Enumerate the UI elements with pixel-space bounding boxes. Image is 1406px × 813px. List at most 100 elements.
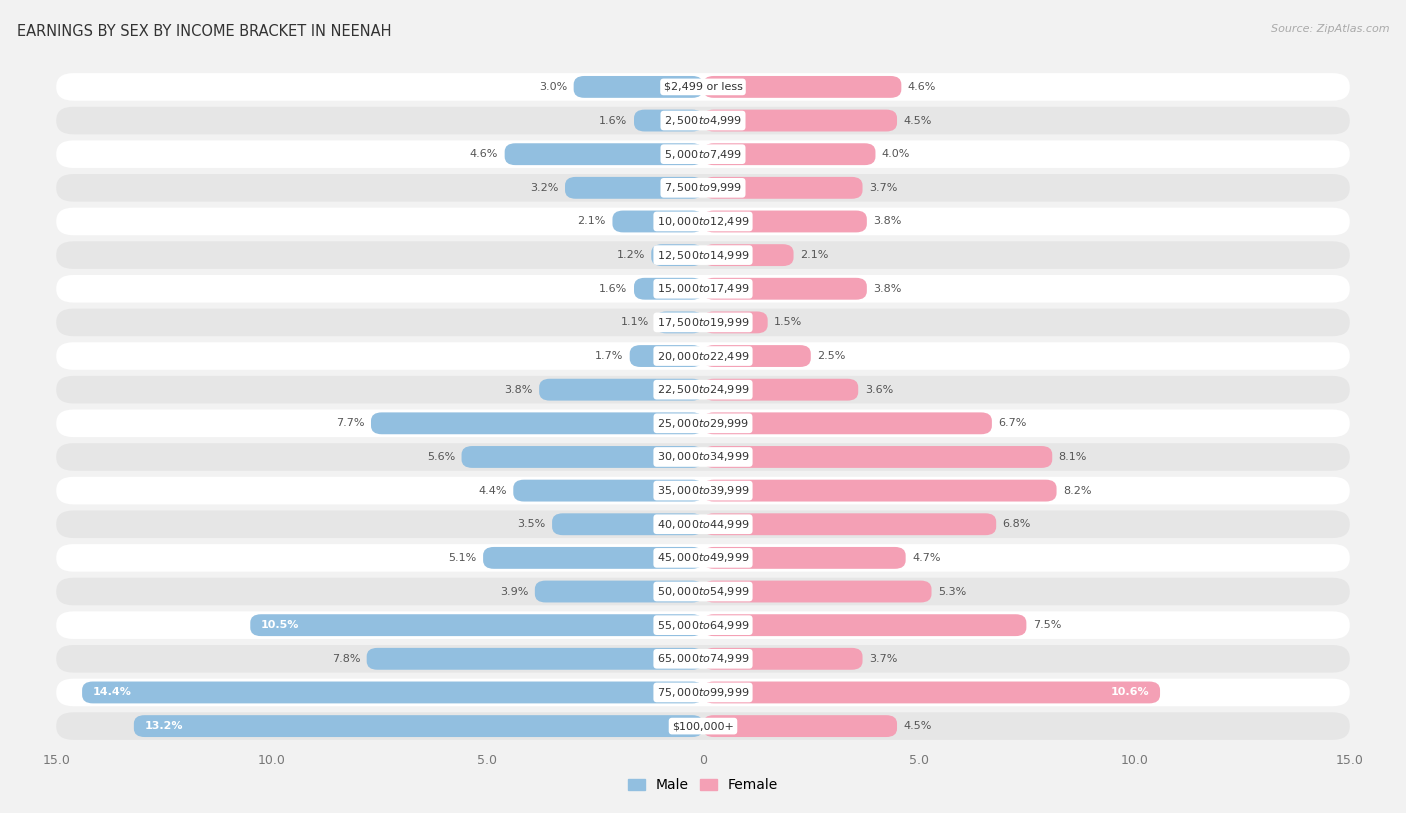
FancyBboxPatch shape	[56, 174, 1350, 202]
Text: Source: ZipAtlas.com: Source: ZipAtlas.com	[1271, 24, 1389, 34]
FancyBboxPatch shape	[56, 544, 1350, 572]
Text: $55,000 to $64,999: $55,000 to $64,999	[657, 619, 749, 632]
Text: 1.1%: 1.1%	[621, 317, 650, 328]
Text: 2.5%: 2.5%	[817, 351, 845, 361]
Text: 7.8%: 7.8%	[332, 654, 360, 663]
FancyBboxPatch shape	[703, 547, 905, 569]
FancyBboxPatch shape	[703, 412, 991, 434]
FancyBboxPatch shape	[553, 513, 703, 535]
FancyBboxPatch shape	[513, 480, 703, 502]
Text: 1.5%: 1.5%	[775, 317, 803, 328]
FancyBboxPatch shape	[703, 311, 768, 333]
FancyBboxPatch shape	[56, 679, 1350, 706]
Text: $65,000 to $74,999: $65,000 to $74,999	[657, 652, 749, 665]
Legend: Male, Female: Male, Female	[628, 778, 778, 792]
Text: 1.7%: 1.7%	[595, 351, 623, 361]
FancyBboxPatch shape	[703, 615, 1026, 636]
Text: 5.1%: 5.1%	[449, 553, 477, 563]
FancyBboxPatch shape	[703, 278, 868, 300]
Text: 10.5%: 10.5%	[262, 620, 299, 630]
FancyBboxPatch shape	[56, 107, 1350, 134]
FancyBboxPatch shape	[56, 712, 1350, 740]
Text: 3.7%: 3.7%	[869, 654, 897, 663]
FancyBboxPatch shape	[461, 446, 703, 468]
Text: 3.0%: 3.0%	[538, 82, 567, 92]
Text: 4.6%: 4.6%	[470, 150, 498, 159]
FancyBboxPatch shape	[703, 76, 901, 98]
FancyBboxPatch shape	[703, 379, 858, 401]
FancyBboxPatch shape	[56, 342, 1350, 370]
Text: 6.8%: 6.8%	[1002, 520, 1031, 529]
Text: 1.2%: 1.2%	[616, 250, 645, 260]
FancyBboxPatch shape	[703, 580, 932, 602]
Text: 8.2%: 8.2%	[1063, 485, 1091, 496]
FancyBboxPatch shape	[56, 410, 1350, 437]
Text: 13.2%: 13.2%	[145, 721, 183, 731]
Text: 3.5%: 3.5%	[517, 520, 546, 529]
Text: $17,500 to $19,999: $17,500 to $19,999	[657, 316, 749, 329]
Text: 3.6%: 3.6%	[865, 385, 893, 394]
Text: 3.8%: 3.8%	[873, 284, 901, 293]
FancyBboxPatch shape	[703, 648, 862, 670]
FancyBboxPatch shape	[703, 143, 876, 165]
Text: $7,500 to $9,999: $7,500 to $9,999	[664, 181, 742, 194]
FancyBboxPatch shape	[56, 241, 1350, 269]
Text: $40,000 to $44,999: $40,000 to $44,999	[657, 518, 749, 531]
Text: $50,000 to $54,999: $50,000 to $54,999	[657, 585, 749, 598]
FancyBboxPatch shape	[56, 309, 1350, 337]
FancyBboxPatch shape	[574, 76, 703, 98]
Text: 8.1%: 8.1%	[1059, 452, 1087, 462]
FancyBboxPatch shape	[703, 715, 897, 737]
Text: $75,000 to $99,999: $75,000 to $99,999	[657, 686, 749, 699]
FancyBboxPatch shape	[703, 211, 868, 233]
Text: 4.7%: 4.7%	[912, 553, 941, 563]
Text: 1.6%: 1.6%	[599, 284, 627, 293]
Text: 3.2%: 3.2%	[530, 183, 558, 193]
Text: 2.1%: 2.1%	[578, 216, 606, 227]
FancyBboxPatch shape	[634, 110, 703, 132]
FancyBboxPatch shape	[56, 376, 1350, 403]
FancyBboxPatch shape	[703, 480, 1056, 502]
Text: 14.4%: 14.4%	[93, 688, 132, 698]
Text: 6.7%: 6.7%	[998, 419, 1026, 428]
Text: 2.1%: 2.1%	[800, 250, 828, 260]
Text: 4.6%: 4.6%	[908, 82, 936, 92]
FancyBboxPatch shape	[565, 177, 703, 198]
Text: $2,500 to $4,999: $2,500 to $4,999	[664, 114, 742, 127]
Text: 3.9%: 3.9%	[501, 586, 529, 597]
FancyBboxPatch shape	[56, 578, 1350, 606]
Text: 4.0%: 4.0%	[882, 150, 910, 159]
Text: 4.4%: 4.4%	[478, 485, 506, 496]
Text: 3.7%: 3.7%	[869, 183, 897, 193]
FancyBboxPatch shape	[538, 379, 703, 401]
FancyBboxPatch shape	[367, 648, 703, 670]
FancyBboxPatch shape	[371, 412, 703, 434]
FancyBboxPatch shape	[56, 645, 1350, 672]
FancyBboxPatch shape	[703, 177, 862, 198]
FancyBboxPatch shape	[534, 580, 703, 602]
FancyBboxPatch shape	[134, 715, 703, 737]
Text: $10,000 to $12,499: $10,000 to $12,499	[657, 215, 749, 228]
Text: $12,500 to $14,999: $12,500 to $14,999	[657, 249, 749, 262]
Text: $100,000+: $100,000+	[672, 721, 734, 731]
FancyBboxPatch shape	[56, 207, 1350, 235]
FancyBboxPatch shape	[56, 511, 1350, 538]
Text: $35,000 to $39,999: $35,000 to $39,999	[657, 484, 749, 497]
FancyBboxPatch shape	[613, 211, 703, 233]
FancyBboxPatch shape	[703, 110, 897, 132]
FancyBboxPatch shape	[651, 244, 703, 266]
Text: $30,000 to $34,999: $30,000 to $34,999	[657, 450, 749, 463]
Text: $15,000 to $17,499: $15,000 to $17,499	[657, 282, 749, 295]
FancyBboxPatch shape	[703, 244, 793, 266]
Text: 7.5%: 7.5%	[1033, 620, 1062, 630]
Text: $20,000 to $22,499: $20,000 to $22,499	[657, 350, 749, 363]
FancyBboxPatch shape	[505, 143, 703, 165]
Text: 4.5%: 4.5%	[904, 115, 932, 125]
FancyBboxPatch shape	[630, 345, 703, 367]
FancyBboxPatch shape	[56, 275, 1350, 302]
FancyBboxPatch shape	[703, 681, 1160, 703]
FancyBboxPatch shape	[56, 611, 1350, 639]
Text: $25,000 to $29,999: $25,000 to $29,999	[657, 417, 749, 430]
Text: $2,499 or less: $2,499 or less	[664, 82, 742, 92]
Text: 4.5%: 4.5%	[904, 721, 932, 731]
